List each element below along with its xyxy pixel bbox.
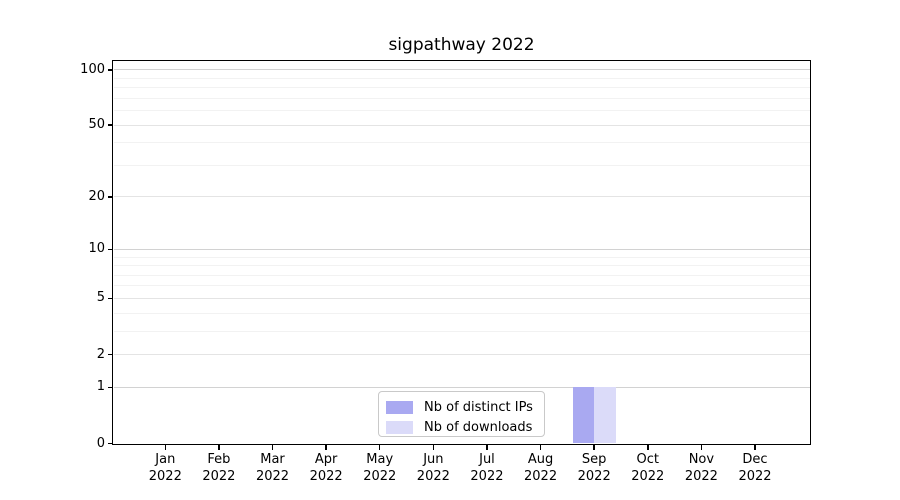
x-tick-year: 2022 <box>148 469 182 484</box>
x-tick-year: 2022 <box>416 469 450 484</box>
x-tick-sep <box>593 445 595 450</box>
x-tick-apr <box>325 445 327 450</box>
x-tick-dec <box>754 445 756 450</box>
y-tick-label-0: 0 <box>96 435 105 451</box>
gridline-1 <box>113 386 810 388</box>
x-tick-month: Jul <box>479 452 495 467</box>
y-tick-100 <box>107 69 112 71</box>
bar-nb-of-distinct-ips-sep <box>572 387 595 444</box>
x-tick-year: 2022 <box>255 469 290 484</box>
gridline-60 <box>113 110 810 112</box>
y-tick-1 <box>107 386 112 389</box>
gridline-90 <box>113 77 810 79</box>
x-tick-jan <box>164 445 167 450</box>
gridline-6 <box>113 285 810 287</box>
gridline-70 <box>113 97 810 99</box>
legend: Nb of distinct IPs Nb of downloads <box>378 391 545 437</box>
legend-label-distinct-ips: Nb of distinct IPs <box>424 399 533 415</box>
x-tick-year: 2022 <box>738 469 772 484</box>
gridline-4 <box>113 312 810 314</box>
legend-swatch-distinct-ips-icon <box>386 400 413 414</box>
y-tick-10 <box>107 248 112 251</box>
gridline-8 <box>113 265 810 267</box>
x-tick-feb <box>218 445 220 450</box>
x-tick-label-jan: Jan 2022 <box>133 451 197 485</box>
x-tick-label-jun: Jun 2022 <box>401 451 465 485</box>
x-tick-year: 2022 <box>309 469 343 484</box>
x-tick-aug <box>539 445 542 450</box>
legend-swatch-downloads-icon <box>386 420 413 434</box>
x-tick-year: 2022 <box>524 469 558 484</box>
y-tick-label-20: 20 <box>88 188 105 204</box>
x-tick-month: May <box>366 452 394 467</box>
x-tick-oct <box>647 445 649 450</box>
y-tick-20 <box>107 196 112 198</box>
x-tick-month: Nov <box>688 452 715 467</box>
y-tick-50 <box>107 124 112 126</box>
gridline-30 <box>113 164 810 166</box>
x-tick-mar <box>271 445 274 450</box>
x-tick-year: 2022 <box>684 469 718 484</box>
gridline-20 <box>113 196 810 198</box>
chart-title: sigpathway 2022 <box>388 35 535 55</box>
x-tick-month: Oct <box>636 452 660 467</box>
x-tick-jun <box>432 445 435 450</box>
x-tick-may <box>378 445 381 450</box>
gridline-10 <box>113 248 810 250</box>
gridline-40 <box>113 142 810 144</box>
plot-area <box>112 60 811 445</box>
x-tick-label-dec: Dec 2022 <box>723 451 787 485</box>
x-tick-label-mar: Mar 2022 <box>241 451 305 485</box>
x-tick-year: 2022 <box>202 469 236 484</box>
x-tick-month: Jan <box>155 452 176 467</box>
y-tick-0 <box>107 442 112 445</box>
x-tick-label-aug: Aug 2022 <box>509 451 573 485</box>
x-tick-year: 2022 <box>631 469 665 484</box>
x-tick-label-apr: Apr 2022 <box>294 451 358 485</box>
x-tick-label-oct: Oct 2022 <box>616 451 680 485</box>
gridline-100 <box>113 69 810 71</box>
y-tick-label-10: 10 <box>88 241 105 257</box>
x-tick-nov <box>700 445 703 450</box>
x-tick-label-sep: Sep 2022 <box>562 451 626 485</box>
x-tick-month: Sep <box>581 452 607 467</box>
y-tick-label-5: 5 <box>96 290 105 306</box>
y-tick-2 <box>107 353 112 356</box>
gridline-2 <box>113 354 810 356</box>
bar-nb-of-downloads-sep <box>594 387 616 444</box>
gridline-3 <box>113 330 810 332</box>
x-tick-month: Dec <box>742 452 768 467</box>
x-tick-label-may: May 2022 <box>348 451 412 485</box>
y-tick-label-50: 50 <box>88 117 105 133</box>
x-tick-month: Jun <box>423 452 444 467</box>
x-tick-label-nov: Nov 2022 <box>669 451 733 485</box>
x-tick-month: Feb <box>207 452 231 467</box>
x-tick-jul <box>486 445 488 450</box>
x-tick-label-feb: Feb 2022 <box>187 451 251 485</box>
y-tick-label-2: 2 <box>96 346 105 362</box>
gridline-7 <box>113 274 810 276</box>
gridline-9 <box>113 256 810 258</box>
legend-item-downloads: Nb of downloads <box>379 417 544 437</box>
legend-item-distinct-ips: Nb of distinct IPs <box>379 397 544 417</box>
x-tick-year: 2022 <box>470 469 504 484</box>
x-tick-month: Apr <box>314 452 338 467</box>
y-tick-label-1: 1 <box>96 379 105 395</box>
x-tick-label-jul: Jul 2022 <box>455 451 519 485</box>
x-tick-month: Mar <box>260 452 285 467</box>
x-tick-month: Aug <box>527 452 554 467</box>
gridline-80 <box>113 87 810 89</box>
gridline-5 <box>113 297 810 299</box>
legend-label-downloads: Nb of downloads <box>424 419 533 435</box>
x-tick-year: 2022 <box>577 469 611 484</box>
gridline-50 <box>113 124 810 126</box>
x-tick-year: 2022 <box>363 469 397 484</box>
y-tick-5 <box>107 297 112 300</box>
y-tick-label-100: 100 <box>80 61 105 77</box>
